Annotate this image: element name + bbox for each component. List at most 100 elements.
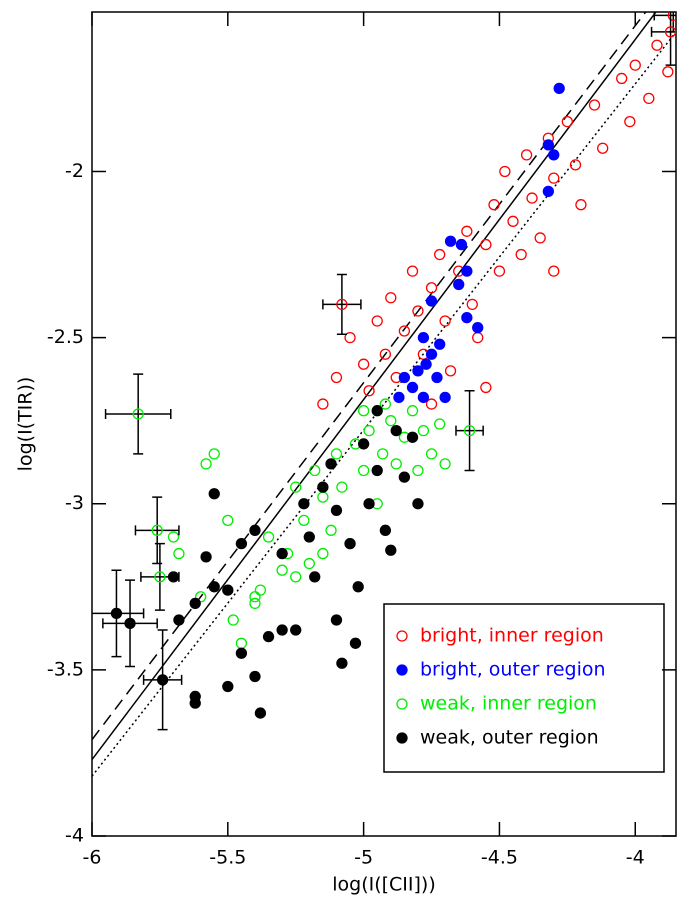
legend-marker <box>396 732 408 744</box>
point <box>597 142 609 154</box>
point <box>542 185 554 198</box>
error-bar-x <box>653 12 676 21</box>
point <box>249 524 261 536</box>
point <box>461 265 473 277</box>
point <box>472 331 484 344</box>
error-bar-x <box>455 425 484 436</box>
x-tick-label: -4 <box>626 847 645 869</box>
point <box>317 547 329 560</box>
legend-marker <box>396 698 408 710</box>
point <box>330 448 343 460</box>
point <box>417 331 430 344</box>
y-axis-label: log(I(TIR)) <box>15 377 37 472</box>
point <box>412 305 424 317</box>
point <box>317 398 329 410</box>
point <box>173 547 185 560</box>
point <box>434 248 446 261</box>
point <box>309 464 321 477</box>
point <box>526 192 538 204</box>
point <box>412 365 424 377</box>
point <box>330 504 343 517</box>
point <box>398 371 411 384</box>
y-tick-label: -3.5 <box>47 658 84 680</box>
point <box>629 59 641 71</box>
point <box>298 498 310 510</box>
error-bar-x <box>322 299 362 310</box>
point <box>420 358 432 370</box>
fit-line <box>92 12 657 761</box>
point <box>548 172 560 184</box>
point <box>398 325 411 337</box>
point <box>371 464 383 477</box>
point <box>290 571 302 583</box>
error-bar <box>134 496 180 565</box>
point <box>406 381 419 394</box>
point <box>200 551 212 563</box>
point <box>262 630 275 643</box>
point <box>357 358 370 370</box>
point <box>398 471 411 483</box>
point <box>425 448 438 460</box>
point <box>439 458 451 470</box>
point <box>548 149 560 161</box>
point <box>425 282 438 294</box>
point <box>480 238 492 251</box>
point <box>461 225 473 237</box>
point <box>222 584 234 596</box>
point <box>439 391 451 404</box>
point <box>444 365 457 377</box>
plot-frame <box>91 11 677 837</box>
point <box>344 537 356 550</box>
point <box>425 398 438 410</box>
point <box>455 238 468 251</box>
point <box>317 481 329 493</box>
error-bar <box>104 373 172 455</box>
point <box>249 591 261 603</box>
y-tick-label: -2.5 <box>47 326 84 348</box>
point <box>651 39 663 51</box>
legend-label: weak, outer region <box>420 727 599 749</box>
x-tick-label: -4.5 <box>481 847 518 869</box>
point <box>249 670 261 683</box>
point <box>548 265 560 277</box>
point <box>262 531 275 543</box>
point <box>208 488 220 500</box>
point <box>290 481 302 493</box>
point <box>124 617 136 630</box>
point <box>417 424 430 437</box>
point <box>276 564 288 576</box>
legend-label: weak, inner region <box>420 693 597 715</box>
point <box>208 448 220 460</box>
point <box>463 424 476 437</box>
point <box>303 557 315 570</box>
point <box>156 674 169 686</box>
point <box>352 581 364 593</box>
point <box>412 498 424 510</box>
point <box>588 99 601 111</box>
point <box>357 405 370 417</box>
point <box>439 315 451 327</box>
point <box>662 66 674 78</box>
point <box>376 448 389 460</box>
point <box>542 139 554 151</box>
point <box>276 624 288 636</box>
point <box>553 82 565 95</box>
point <box>575 199 587 211</box>
point <box>235 537 248 550</box>
point <box>357 464 370 477</box>
error-bar-x <box>134 525 180 536</box>
error-bar <box>322 273 362 336</box>
point <box>472 321 484 334</box>
point <box>254 584 267 596</box>
x-axis-label: log(I([CII])) <box>332 874 436 896</box>
point <box>344 331 356 344</box>
error-bar <box>455 390 484 472</box>
point <box>488 199 500 211</box>
error-bar-x <box>650 26 676 37</box>
point <box>208 581 220 593</box>
legend-box <box>383 603 665 773</box>
point <box>643 92 655 105</box>
x-tick-label: -5 <box>354 847 373 869</box>
point <box>249 597 261 610</box>
